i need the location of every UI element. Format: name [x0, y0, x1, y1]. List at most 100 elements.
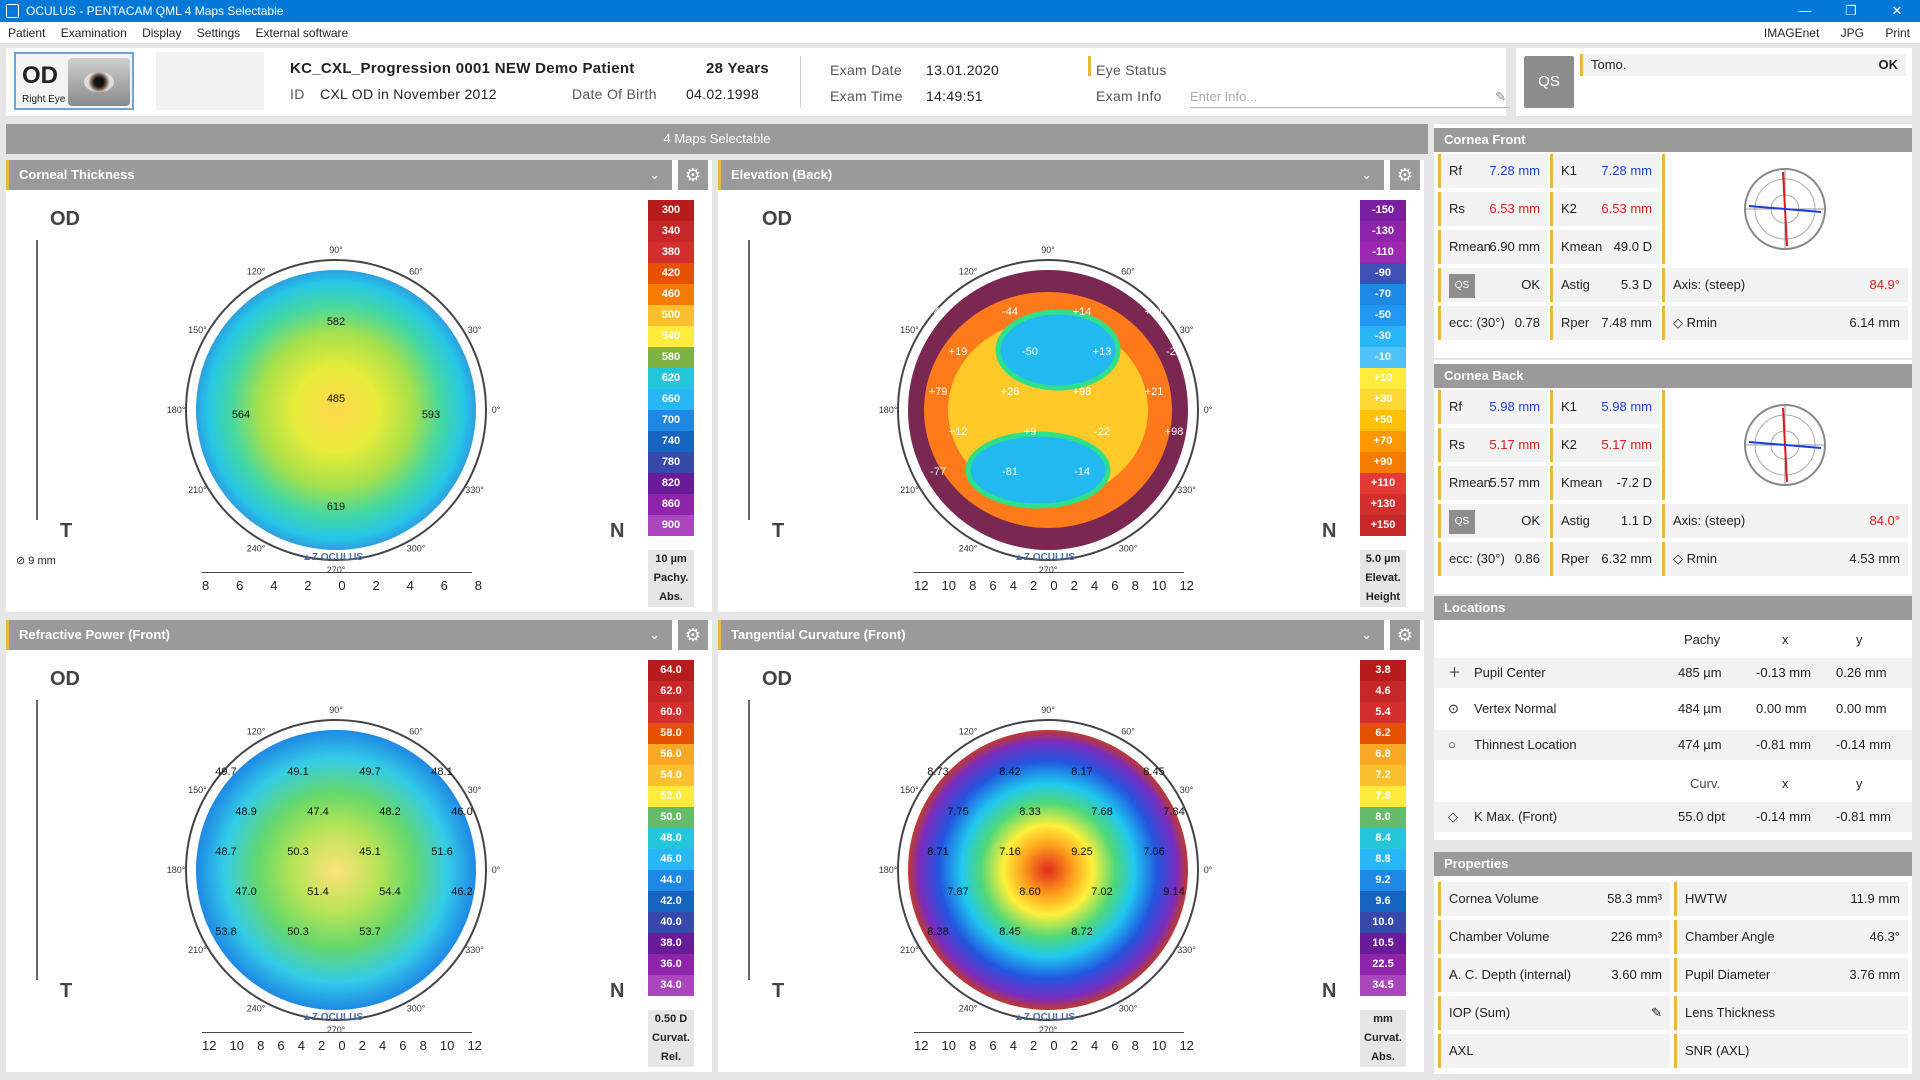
minimize-icon[interactable]: — — [1798, 3, 1812, 18]
scale-step: 34.0 — [648, 975, 694, 996]
cornea_front-kmean: Kmean 49.0 D — [1550, 230, 1660, 264]
scale-step: 380 — [648, 242, 694, 263]
scale-foot-line: Abs. — [659, 591, 683, 603]
menu-external-software[interactable]: External software — [255, 26, 349, 40]
ruler-tick: 12 — [467, 1038, 482, 1053]
scale-foot-line: Rel. — [660, 1051, 682, 1063]
gear-icon[interactable]: ⚙ — [678, 160, 708, 190]
scale-step: 44.0 — [648, 870, 694, 891]
eye-icon — [68, 58, 130, 106]
map-value: 50.3 — [287, 846, 308, 858]
qs-button[interactable]: QS — [1524, 56, 1574, 108]
eye-selector[interactable]: OD Right Eye — [14, 52, 134, 110]
ruler-tick: 4 — [406, 578, 414, 593]
pencil-icon[interactable]: ✎ — [1495, 89, 1506, 104]
scale-foot-line: Height — [1365, 591, 1401, 603]
exam-info-input[interactable]: Enter Info... ✎ — [1190, 86, 1510, 108]
scale-step: 22.5 — [1360, 954, 1406, 975]
scale-step: +70 — [1360, 431, 1406, 452]
chevron-down-icon[interactable]: ⌄ — [649, 167, 660, 182]
degree-label: 300° — [1119, 544, 1138, 554]
nasal-label: N — [610, 980, 625, 1002]
qs-mini-button[interactable]: QS — [1449, 509, 1475, 534]
map-disk — [196, 730, 476, 1010]
map-title: Corneal Thickness — [19, 167, 135, 182]
map-value: -22 — [1166, 346, 1182, 358]
scale-step: 10.5 — [1360, 933, 1406, 954]
ruler-tick: 12 — [1179, 1038, 1194, 1053]
topography-map[interactable]: 0° 30° 60° 90° 120° 150° 180° 210° 240° 270° 300° 3… — [6, 190, 642, 612]
topography-map[interactable]: 0° 30° 60° 90° 120° 150° 180° 210° 240° 270° 300° 3… — [718, 190, 1354, 612]
menu-imagenet[interactable]: IMAGEnet — [1763, 26, 1820, 40]
degree-label: 60° — [1121, 726, 1135, 736]
cornea_back-ecc: ecc: (30°) 0.86 — [1438, 542, 1548, 576]
scale-footer[interactable]: 0.50 D Curvat. Rel. — [648, 1010, 694, 1067]
ruler-tick: 2 — [1070, 1038, 1078, 1053]
map-value: 8.60 — [1019, 886, 1040, 898]
chevron-down-icon[interactable]: ⌄ — [1361, 627, 1372, 642]
gear-icon[interactable]: ⚙ — [1390, 160, 1420, 190]
chevron-down-icon[interactable]: ⌄ — [649, 627, 660, 642]
topography-map[interactable]: 0° 30° 60° 90° 120° 150° 180° 210° 240° 270° 300° 3… — [6, 650, 642, 1072]
chevron-down-icon[interactable]: ⌄ — [1361, 167, 1372, 182]
exam-time-label: Exam Time — [830, 88, 903, 104]
cornea-back-panel: Cornea Back Rf 5.98 mm K1 5.98 mm Rs 5.17 mm K… — [1434, 360, 1912, 594]
exam-info-label: Exam Info — [1096, 88, 1162, 104]
cornea_back-rper-value: 6.32 mm — [1601, 551, 1652, 566]
degree-label: 60° — [1121, 266, 1135, 276]
scale-step: 5.4 — [1360, 702, 1406, 723]
qs-mini-button[interactable]: QS — [1449, 273, 1475, 298]
ruler-tick: 2 — [1030, 1038, 1038, 1053]
ruler-tick: 2 — [304, 578, 312, 593]
gear-icon[interactable]: ⚙ — [1390, 620, 1420, 650]
map-value: 51.4 — [307, 886, 328, 898]
map-value: 50.3 — [287, 926, 308, 938]
location-row: ＋ Pupil Center 485 µm -0.13 mm 0.26 mm — [1434, 658, 1912, 688]
cornea_front-astig: Astig 5.3 D — [1550, 268, 1660, 302]
map-selector-2[interactable]: Refractive Power (Front) ⌄ — [6, 620, 672, 650]
map-eye-label: OD — [50, 208, 80, 230]
property-0-a: Cornea Volume 58.3 mm³ — [1438, 882, 1670, 916]
scale-step: 34.5 — [1360, 975, 1406, 996]
oculus-logo: ▲Z OCULUS — [1014, 1012, 1076, 1023]
scale-step: 660 — [648, 389, 694, 410]
map-value: 48.2 — [379, 806, 400, 818]
scale-footer[interactable]: mm Curvat. Abs. — [1360, 1010, 1406, 1067]
scale-step: -10 — [1360, 347, 1406, 368]
scale-step: 48.0 — [648, 828, 694, 849]
cornea_back-rs: Rs 5.17 mm — [1438, 428, 1548, 462]
scale-footer[interactable]: 5.0 µm Elevat. Height — [1360, 550, 1406, 607]
gear-icon[interactable]: ⚙ — [678, 620, 708, 650]
cornea_front-axis: Axis: (steep) 84.9° — [1662, 268, 1908, 302]
scale-footer[interactable]: 10 µm Pachy. Abs. — [648, 550, 694, 607]
map-selector-3[interactable]: Tangential Curvature (Front) ⌄ — [718, 620, 1384, 650]
menu-settings[interactable]: Settings — [196, 26, 241, 40]
close-icon[interactable]: ✕ — [1891, 3, 1903, 18]
degree-label: 0° — [1204, 865, 1213, 875]
menu-examination[interactable]: Examination — [60, 26, 127, 40]
scale-foot-line: 5.0 µm — [1365, 553, 1401, 565]
map-selector-0[interactable]: Corneal Thickness ⌄ — [6, 160, 672, 190]
menu-display[interactable]: Display — [142, 26, 182, 40]
menu-print[interactable]: Print — [1885, 26, 1910, 40]
elevation-depression — [995, 309, 1121, 391]
restore-icon[interactable]: ❐ — [1845, 3, 1857, 18]
pencil-icon[interactable]: ✎ — [1651, 1005, 1662, 1020]
scale-step: 300 — [648, 200, 694, 221]
degree-label: 30° — [468, 325, 482, 335]
scale-step: 860 — [648, 494, 694, 515]
id-label: ID — [290, 86, 305, 102]
map-outer-ring — [185, 719, 487, 1021]
cornea-front-title: Cornea Front — [1434, 128, 1912, 152]
degree-label: 90° — [1041, 705, 1055, 715]
ruler-tick: 6 — [440, 578, 448, 593]
menu-patient[interactable]: Patient — [8, 26, 46, 40]
ruler-tick: 8 — [969, 578, 977, 593]
degree-label: 180° — [879, 405, 898, 415]
cornea_back-rs-value: 5.17 mm — [1489, 437, 1540, 452]
map-selector-1[interactable]: Elevation (Back) ⌄ — [718, 160, 1384, 190]
menu-jpg[interactable]: JPG — [1840, 26, 1864, 40]
topography-map[interactable]: 0° 30° 60° 90° 120° 150° 180° 210° 240° 270° 300° 3… — [718, 650, 1354, 1072]
cornea_back-rmean: Rmean 5.57 mm — [1438, 466, 1548, 500]
degree-label: 90° — [1041, 245, 1055, 255]
